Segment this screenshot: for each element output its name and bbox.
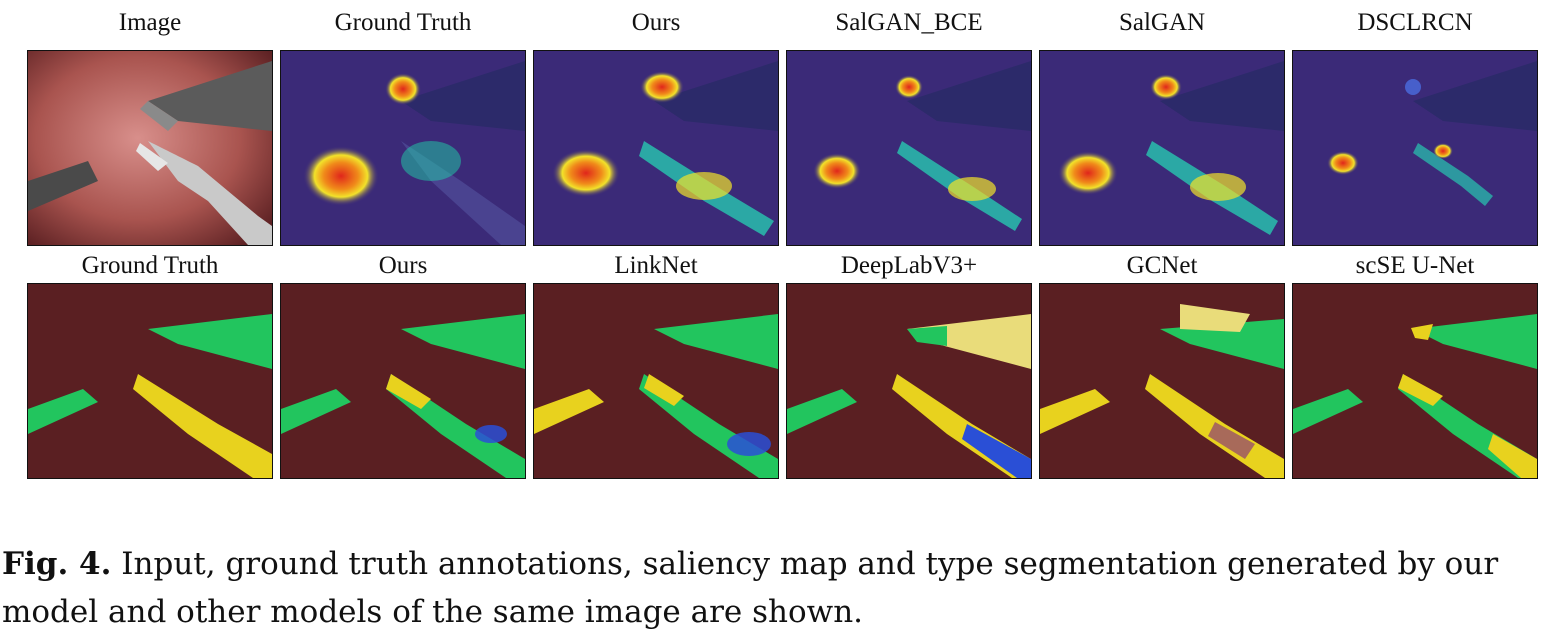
panel-scse-unet-segmentation: scSE U-Net: [1292, 250, 1538, 490]
panel-dsclrcn-saliency: DSCLRCN: [1292, 0, 1538, 246]
panel-salgan-saliency: SalGAN: [1039, 0, 1285, 246]
segmentation-panel: [280, 283, 526, 479]
panel-label: Ground Truth: [81, 252, 219, 279]
saliency-panel: [1292, 50, 1538, 246]
panel-label: Image: [118, 9, 182, 36]
panel-image: Image: [27, 0, 273, 246]
panel-ground-truth-saliency: Ground Truth: [280, 0, 526, 246]
saliency-map: [281, 51, 525, 245]
panel-label: DeepLabV3+: [840, 252, 978, 279]
figure-row-segmentation: Ground Truth Ours LinkNet: [0, 250, 1562, 490]
segmentation-panel: [786, 283, 1032, 479]
segmentation-panel: [1292, 283, 1538, 479]
segmentation-map: [1293, 284, 1537, 478]
panel-label: scSE U-Net: [1355, 252, 1475, 279]
segmentation-map: [28, 284, 272, 478]
panel-gcnet-segmentation: GCNet: [1039, 250, 1285, 490]
panel-label: LinkNet: [614, 252, 698, 279]
segmentation-map: [281, 284, 525, 478]
saliency-map: [1040, 51, 1284, 245]
caption-text: Input, ground truth annotations, salienc…: [2, 546, 1499, 630]
panel-label: Ours: [631, 9, 681, 36]
panel-label: Ground Truth: [334, 9, 472, 36]
saliency-map: [534, 51, 778, 245]
caption-label: Fig. 4.: [2, 546, 112, 582]
panel-deeplabv3plus-segmentation: DeepLabV3+: [786, 250, 1032, 490]
saliency-panel: [1039, 50, 1285, 246]
saliency-map: [1293, 51, 1537, 245]
panel-linknet-segmentation: LinkNet: [533, 250, 779, 490]
input-image-panel: [27, 50, 273, 246]
segmentation-map: [1040, 284, 1284, 478]
segmentation-panel: [533, 283, 779, 479]
saliency-panel: [533, 50, 779, 246]
panel-ground-truth-segmentation: Ground Truth: [27, 250, 273, 490]
panel-label: GCNet: [1126, 252, 1198, 279]
panel-label: DSCLRCN: [1357, 9, 1473, 36]
figure-row-saliency: Image Ground Truth: [0, 0, 1562, 246]
panel-ours-segmentation: Ours: [280, 250, 526, 490]
panel-ours-saliency: Ours: [533, 0, 779, 246]
segmentation-panel: [27, 283, 273, 479]
panel-salgan-bce-saliency: SalGAN_BCE: [786, 0, 1032, 246]
panel-label: SalGAN_BCE: [835, 9, 983, 36]
saliency-map: [787, 51, 1031, 245]
figure-caption: Fig. 4. Input, ground truth annotations,…: [2, 540, 1560, 636]
segmentation-panel: [1039, 283, 1285, 479]
segmentation-map: [787, 284, 1031, 478]
panel-label: SalGAN: [1118, 9, 1206, 36]
segmentation-map: [534, 284, 778, 478]
saliency-panel: [280, 50, 526, 246]
saliency-panel: [786, 50, 1032, 246]
panel-label: Ours: [378, 252, 428, 279]
surgical-photo: [28, 51, 272, 245]
